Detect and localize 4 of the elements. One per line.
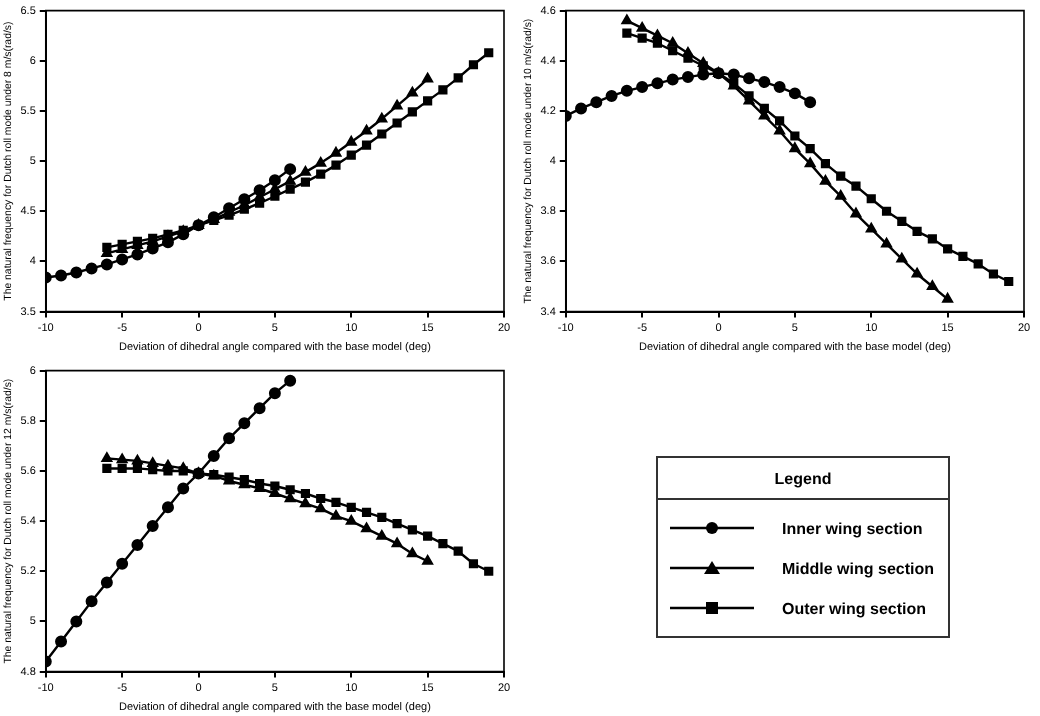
text: Legend xyxy=(658,458,948,500)
text: Inner wing section xyxy=(782,519,923,537)
text: Middle wing section xyxy=(782,559,935,577)
text: Outer wing section xyxy=(782,599,927,617)
